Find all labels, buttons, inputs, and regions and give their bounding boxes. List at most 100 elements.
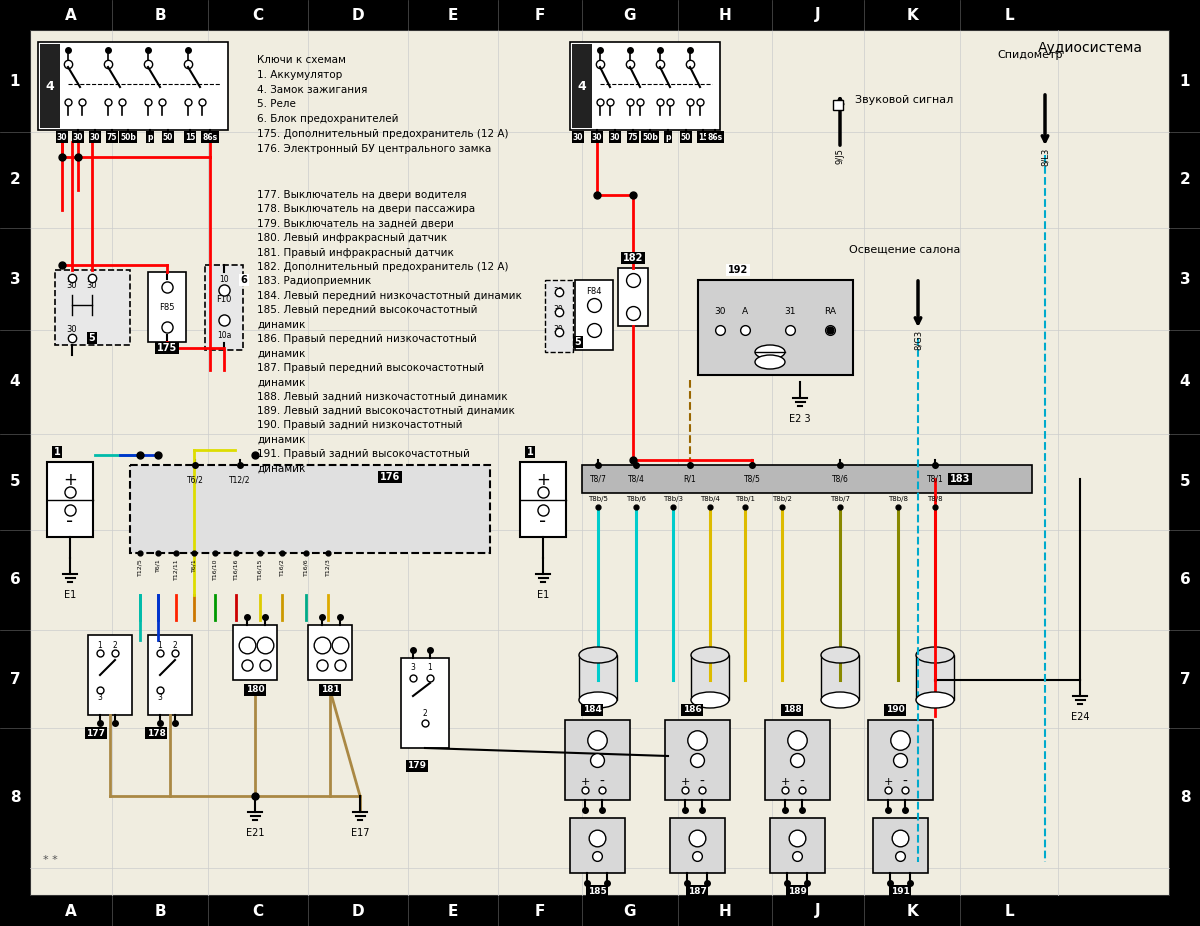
Bar: [1170, 30, 1200, 896]
Bar: [575, 280, 613, 350]
Text: 6: 6: [1180, 572, 1190, 587]
Text: 5: 5: [10, 474, 20, 490]
Bar: [691, 655, 730, 700]
Text: 177: 177: [86, 729, 106, 737]
Text: 2: 2: [173, 641, 178, 649]
Text: 7: 7: [1180, 671, 1190, 686]
Text: 2: 2: [1180, 172, 1190, 187]
Bar: [233, 625, 277, 680]
Text: E1: E1: [536, 590, 550, 600]
Text: 3: 3: [157, 694, 162, 703]
Bar: [55, 270, 130, 345]
Text: A: A: [742, 307, 748, 317]
Text: C: C: [252, 904, 264, 919]
Bar: [564, 720, 630, 800]
Text: D: D: [352, 7, 365, 22]
Bar: [868, 720, 932, 800]
Bar: [545, 280, 574, 352]
Text: 30: 30: [56, 132, 67, 142]
Ellipse shape: [580, 647, 617, 663]
Text: 181: 181: [320, 685, 340, 694]
Bar: [148, 272, 186, 342]
Text: T12/11: T12/11: [174, 558, 179, 580]
Text: -: -: [700, 775, 704, 789]
Bar: [572, 44, 592, 128]
Text: 6: 6: [241, 275, 247, 285]
Text: p: p: [148, 132, 152, 142]
Text: K: K: [906, 904, 918, 919]
Text: 3: 3: [97, 694, 102, 703]
Ellipse shape: [691, 692, 730, 708]
Text: +: +: [64, 471, 77, 489]
Text: 50: 50: [163, 132, 173, 142]
Text: +: +: [780, 777, 790, 787]
Text: 1: 1: [427, 664, 432, 672]
Text: -: -: [600, 775, 605, 789]
Text: T8b/7: T8b/7: [830, 496, 850, 502]
Text: 1: 1: [527, 447, 533, 457]
Bar: [618, 268, 648, 326]
Text: T8b/4: T8b/4: [700, 496, 720, 502]
Text: E1: E1: [64, 590, 76, 600]
Ellipse shape: [755, 345, 785, 359]
Bar: [764, 720, 829, 800]
Ellipse shape: [691, 647, 730, 663]
Text: J: J: [815, 7, 821, 22]
Text: 179: 179: [408, 761, 426, 770]
Bar: [570, 42, 720, 130]
Text: D: D: [352, 904, 365, 919]
Ellipse shape: [821, 692, 859, 708]
Bar: [570, 818, 624, 873]
Text: 10: 10: [220, 276, 229, 284]
Text: 50b: 50b: [120, 132, 136, 142]
Text: -: -: [902, 775, 907, 789]
Text: T8/8: T8/8: [928, 496, 943, 502]
Text: 30: 30: [67, 326, 77, 334]
Text: K: K: [906, 7, 918, 22]
Text: T8b/6: T8b/6: [626, 496, 646, 502]
Text: 192: 192: [728, 265, 748, 275]
Text: +: +: [581, 777, 589, 787]
Text: J: J: [815, 904, 821, 919]
Text: F10: F10: [216, 295, 232, 305]
Text: 31: 31: [785, 307, 796, 317]
Text: -: -: [540, 512, 546, 532]
Text: 30: 30: [67, 281, 77, 290]
Text: A: A: [65, 904, 77, 919]
Text: 4: 4: [10, 374, 20, 390]
Text: 1: 1: [1180, 73, 1190, 89]
Text: 8/L3: 8/L3: [1040, 148, 1050, 167]
Bar: [0, 896, 30, 926]
Text: p: p: [665, 132, 671, 142]
Text: 191: 191: [890, 886, 910, 895]
Text: T8b/2: T8b/2: [772, 496, 792, 502]
Bar: [1170, 896, 1200, 926]
Text: 4: 4: [1180, 374, 1190, 390]
Text: 30: 30: [73, 132, 83, 142]
Text: B: B: [154, 904, 166, 919]
Text: T8/5: T8/5: [744, 474, 761, 483]
Text: F85: F85: [160, 303, 175, 311]
Text: T16/15: T16/15: [258, 558, 263, 580]
Text: T8/7: T8/7: [589, 474, 606, 483]
Text: 2: 2: [422, 708, 427, 718]
Text: 175: 175: [157, 343, 178, 353]
Text: 75: 75: [628, 132, 638, 142]
Text: 86s: 86s: [203, 132, 217, 142]
Text: 50: 50: [680, 132, 691, 142]
Text: T6/1: T6/1: [192, 558, 197, 571]
Text: F84: F84: [587, 287, 601, 296]
Text: 1: 1: [157, 641, 162, 649]
Ellipse shape: [916, 692, 954, 708]
Text: Спидометр: Спидометр: [997, 50, 1063, 60]
Text: 5: 5: [1180, 474, 1190, 490]
Text: T16/10: T16/10: [212, 558, 217, 580]
Text: 190: 190: [886, 706, 905, 715]
Text: RA: RA: [824, 307, 836, 317]
Bar: [821, 655, 859, 700]
Text: F: F: [535, 7, 545, 22]
Text: 4: 4: [577, 80, 587, 93]
Text: 50b: 50b: [642, 132, 658, 142]
Text: +: +: [883, 777, 893, 787]
Text: 183: 183: [950, 474, 970, 484]
